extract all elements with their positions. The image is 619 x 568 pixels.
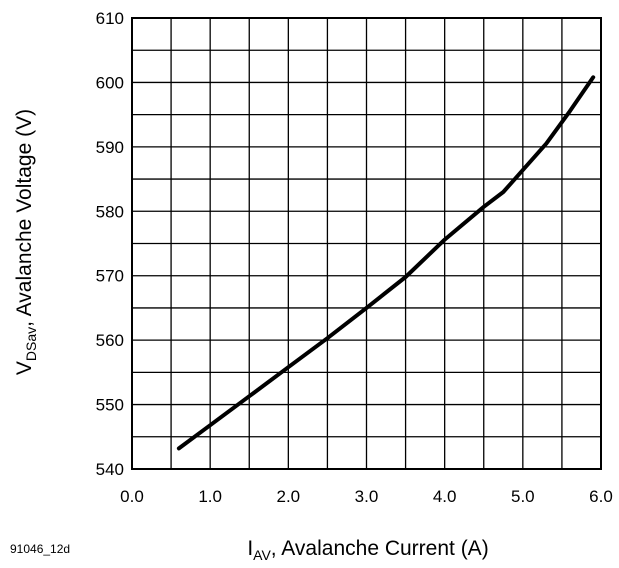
x-axis-symbol: I — [247, 537, 253, 560]
series-layer — [176, 75, 596, 451]
x-tick-label: 6.0 — [589, 487, 613, 506]
x-tick-label: 3.0 — [355, 487, 379, 506]
plot-frame — [131, 17, 602, 470]
y-tick-label: 610 — [96, 9, 124, 28]
y-tick-label: 560 — [96, 331, 124, 350]
x-axis-title: IAV, Avalanche Current (A) — [247, 537, 488, 563]
y-tick-label: 570 — [96, 267, 124, 286]
y-axis-text: , Avalanche Voltage (V) — [13, 109, 36, 327]
y-axis-symbol: V — [13, 361, 36, 375]
avalanche-voltage-curve — [176, 75, 596, 451]
x-tick-label: 5.0 — [511, 487, 535, 506]
y-tick-label: 600 — [96, 73, 124, 92]
x-tick-label: 1.0 — [198, 487, 222, 506]
y-tick-labels: 540 550 560 570 580 590 600 610 — [96, 9, 124, 479]
x-tick-label: 2.0 — [277, 487, 301, 506]
y-axis-title: VDSav, Avalanche Voltage (V) — [13, 109, 39, 375]
x-tick-label: 4.0 — [433, 487, 457, 506]
y-axis-subscript: DSav — [23, 327, 39, 361]
x-tick-labels: 0.0 1.0 2.0 3.0 4.0 5.0 6.0 — [120, 487, 613, 506]
grid-layer — [132, 18, 601, 469]
y-tick-label: 590 — [96, 138, 124, 157]
figure-id: 91046_12d — [10, 542, 70, 556]
x-axis-text: , Avalanche Current (A) — [271, 537, 489, 560]
y-tick-label: 580 — [96, 202, 124, 221]
y-tick-label: 540 — [96, 460, 124, 479]
x-axis-subscript: AV — [253, 547, 271, 563]
x-tick-label: 0.0 — [120, 487, 144, 506]
y-tick-label: 550 — [96, 396, 124, 415]
